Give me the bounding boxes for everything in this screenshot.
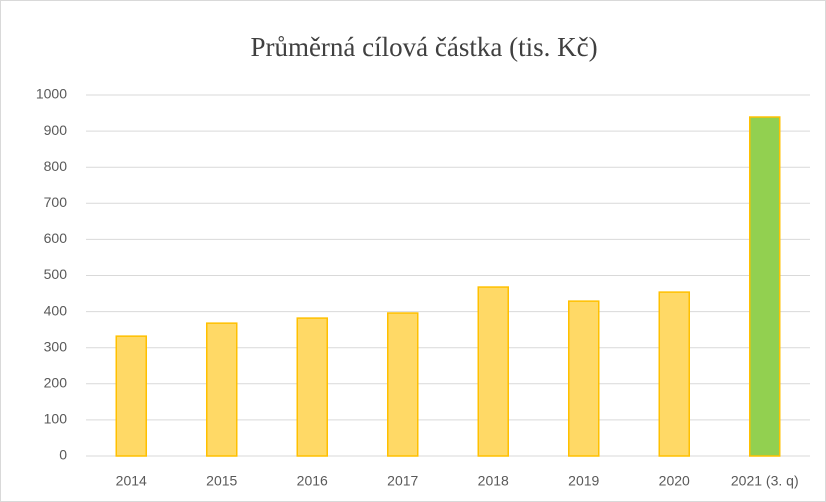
bar bbox=[206, 322, 238, 457]
bar bbox=[658, 291, 690, 457]
y-tick-label: 600 bbox=[44, 230, 68, 246]
chart-title: Průměrná cílová částka (tis. Kč) bbox=[250, 32, 597, 62]
y-tick-label: 100 bbox=[44, 411, 68, 427]
bar bbox=[296, 317, 328, 457]
x-tick-label: 2021 (3. q) bbox=[731, 473, 799, 489]
bar bbox=[568, 300, 600, 457]
x-tick-label: 2014 bbox=[116, 473, 147, 489]
bar bbox=[477, 286, 509, 457]
y-tick-label: 200 bbox=[44, 375, 68, 391]
bar bbox=[749, 116, 781, 457]
y-tick-label: 300 bbox=[44, 338, 68, 354]
y-tick-label: 900 bbox=[44, 122, 68, 138]
y-tick-label: 700 bbox=[44, 194, 68, 210]
x-tick-label: 2017 bbox=[387, 473, 418, 489]
bar bbox=[115, 335, 147, 457]
y-tick-label: 500 bbox=[44, 266, 68, 282]
x-tick-label: 2018 bbox=[478, 473, 509, 489]
bar bbox=[387, 312, 419, 457]
x-tick-label: 2019 bbox=[568, 473, 599, 489]
y-tick-label: 800 bbox=[44, 158, 68, 174]
x-tick-label: 2020 bbox=[659, 473, 690, 489]
y-tick-label: 0 bbox=[59, 447, 67, 463]
x-tick-label: 2016 bbox=[297, 473, 328, 489]
y-tick-label: 400 bbox=[44, 302, 68, 318]
x-tick-label: 2015 bbox=[206, 473, 237, 489]
y-tick-label: 1000 bbox=[36, 86, 67, 102]
